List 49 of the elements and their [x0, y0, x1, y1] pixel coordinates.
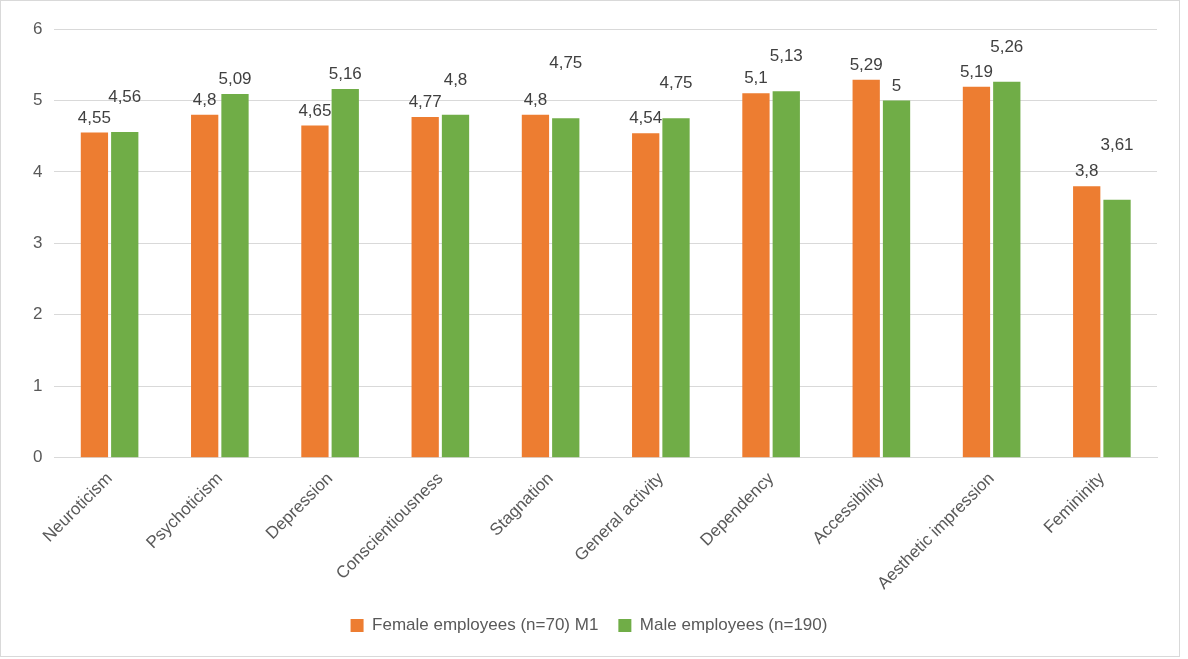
data-label: 4,8	[443, 69, 468, 89]
bar	[1103, 199, 1131, 458]
data-label: 3,61	[1100, 134, 1134, 154]
bar	[993, 81, 1021, 458]
bar	[111, 131, 139, 458]
data-label: 5,1	[744, 68, 768, 88]
data-label: 5,09	[218, 69, 252, 89]
bar	[962, 86, 991, 458]
data-label: 4,8	[192, 89, 217, 109]
bar	[301, 125, 329, 458]
data-label: 4,77	[408, 92, 442, 112]
bar	[852, 79, 880, 458]
y-tick-label: 6	[32, 18, 43, 38]
y-tick-label: 4	[32, 161, 43, 181]
data-label: 5,16	[328, 64, 362, 84]
bar	[80, 132, 109, 458]
data-label: 5,13	[769, 46, 803, 66]
data-label: 4,56	[108, 87, 142, 107]
data-label: 5,29	[849, 54, 883, 74]
data-label: 4,55	[77, 107, 111, 127]
bar	[441, 114, 470, 458]
bar	[632, 133, 660, 458]
y-tick-label: 3	[32, 233, 43, 253]
data-label: 4,8	[523, 89, 548, 109]
data-label: 5,26	[990, 37, 1024, 57]
bar	[411, 116, 439, 458]
bar	[742, 93, 770, 458]
y-tick-label: 1	[32, 375, 43, 395]
bar	[1073, 186, 1101, 458]
data-label: 5	[891, 75, 902, 95]
bar	[191, 114, 219, 458]
legend-label: Female employees (n=70) M1	[372, 615, 599, 635]
y-tick-label: 2	[32, 304, 43, 324]
bar	[882, 100, 911, 458]
y-tick-label: 0	[32, 447, 43, 467]
legend-label: Male employees (n=190)	[639, 615, 828, 635]
bar	[772, 91, 800, 458]
data-label: 3,8	[1074, 161, 1099, 181]
data-label: 5,19	[959, 62, 994, 82]
bar	[521, 114, 550, 458]
y-tick-label: 5	[32, 90, 43, 110]
bar	[331, 89, 359, 458]
bar	[662, 118, 690, 458]
data-label: 4,65	[298, 100, 332, 120]
bar	[221, 94, 249, 458]
data-label: 4,75	[659, 73, 693, 93]
data-label: 4,75	[549, 53, 583, 73]
data-label: 4,54	[629, 108, 663, 128]
bar	[552, 118, 580, 458]
